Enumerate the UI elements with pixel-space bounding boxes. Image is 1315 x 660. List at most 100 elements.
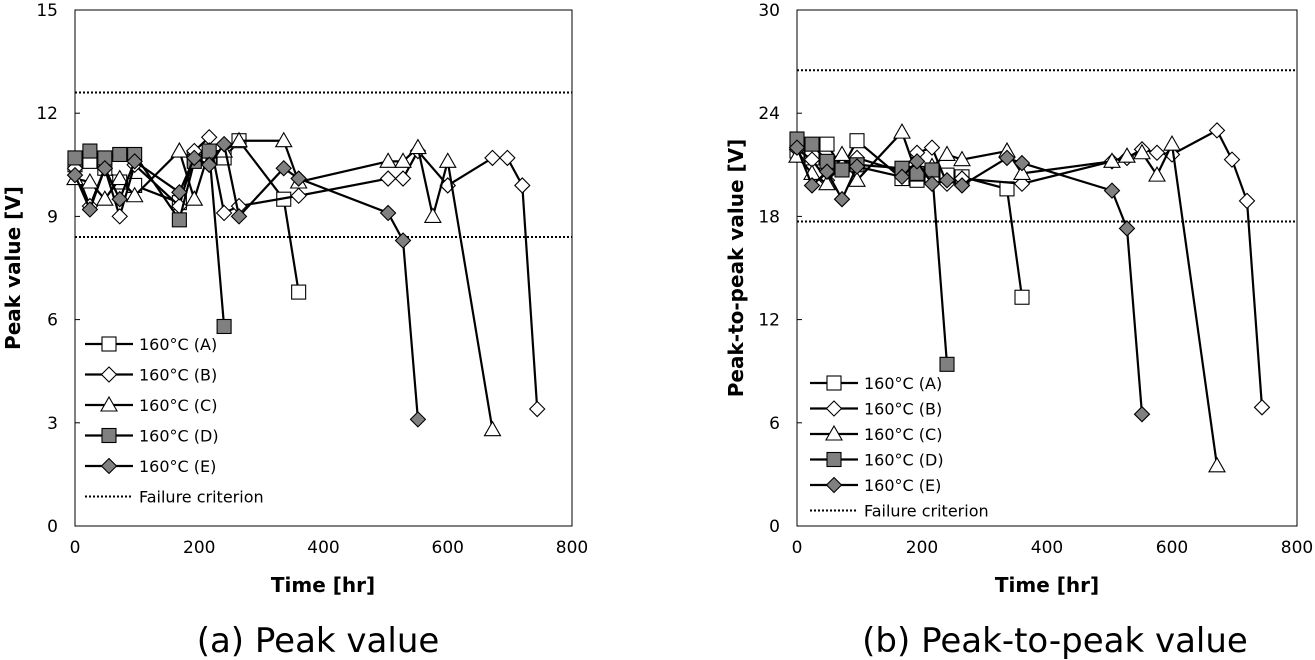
data-point-marker [82, 143, 98, 159]
y-tick-label: 12 [36, 104, 58, 124]
data-point-marker [998, 149, 1016, 167]
legend-marker [825, 400, 843, 417]
y-tick-label: 9 [47, 207, 58, 227]
data-point-marker [1013, 154, 1031, 172]
x-tick-label: 400 [1031, 538, 1063, 558]
data-point-marker [819, 136, 835, 152]
data-point-marker [1013, 175, 1031, 192]
data-point-marker [290, 170, 307, 187]
data-point-marker [849, 133, 865, 149]
data-point-marker [67, 150, 83, 166]
x-tick-label: 200 [906, 538, 938, 558]
legend-label: 160°C (E) [139, 457, 216, 476]
x-tick-label: 800 [556, 538, 588, 558]
data-point-marker [499, 149, 516, 167]
data-point-marker [216, 318, 232, 335]
legend-label: 160°C (B) [864, 400, 942, 419]
legend-marker [100, 366, 118, 383]
legend-label: 160°C (C) [864, 425, 942, 444]
x-tick-labels: 0 200 400 600 800 [70, 538, 589, 558]
data-point-marker [893, 168, 911, 186]
legend-item-160-c-d: 160°C (D) [810, 451, 944, 470]
data-point-marker [438, 152, 457, 168]
x-tick-label: 600 [1156, 538, 1188, 558]
data-point-marker [201, 143, 217, 159]
data-point-marker [818, 174, 836, 191]
data-point-marker [848, 171, 866, 187]
y-tick-label: 12 [758, 311, 780, 331]
data-point-marker [1253, 399, 1271, 416]
data-point-marker [186, 149, 203, 167]
legend-marker [101, 336, 117, 352]
data-point-marker [1208, 456, 1226, 473]
legend: 160°C (A) 160°C (B) 160°C (C) 160°C (D) 160°… [810, 374, 989, 521]
data-point-marker [274, 131, 293, 148]
x-tick-label: 0 [70, 538, 81, 558]
data-point-marker [484, 149, 501, 167]
data-point-marker [96, 159, 114, 177]
data-point-marker [953, 150, 971, 167]
data-point-marker [953, 177, 971, 194]
legend-label: 160°C (E) [864, 476, 941, 495]
legend-label: 160°C (D) [864, 451, 944, 470]
data-point-marker [1133, 405, 1151, 423]
x-tick-label: 0 [792, 538, 803, 558]
legend-label: 160°C (B) [139, 366, 217, 385]
y-axis-title: Peak value [V] [1, 186, 25, 350]
y-axis-title: Peak-to-peak value [V] [724, 139, 748, 397]
legend-item-160-c-e: 160°C (E) [810, 476, 941, 495]
data-point-marker [803, 177, 821, 194]
data-point-marker [171, 212, 187, 228]
data-point-marker [423, 207, 442, 223]
legend-item-160-c-a: 160°C (A) [85, 335, 217, 354]
data-point-marker [291, 284, 307, 300]
y-tick-label: 18 [758, 207, 780, 227]
data-point-marker [394, 232, 412, 249]
panel-caption: (a) Peak value [197, 621, 440, 660]
data-point-marker [112, 146, 128, 163]
data-point-marker [939, 356, 955, 372]
data-point-marker [834, 162, 850, 178]
x-tick-label: 400 [307, 538, 339, 558]
legend-item-160-c-c: 160°C (C) [810, 424, 942, 444]
plot-area-frame [74, 9, 573, 527]
series-layer [66, 129, 546, 437]
data-point-marker [923, 139, 941, 156]
x-tick-label: 800 [1281, 538, 1313, 558]
data-point-marker [848, 158, 866, 175]
data-point-marker [125, 186, 144, 203]
legend-label: Failure criterion [139, 488, 264, 507]
legend-item-160-c-b: 160°C (B) [85, 366, 217, 385]
chart-panel-peak-to-peak: 0 200 400 600 800 0 6 12 18 24 30 Time [hr] Peak-… [724, 1, 1313, 660]
legend-marker [826, 451, 842, 468]
data-point-marker [80, 172, 99, 189]
data-point-marker [111, 190, 129, 208]
data-point-marker [514, 177, 531, 194]
legend: 160°C (A) 160°C (B) 160°C (C) 160°C (D) 160°… [85, 335, 264, 507]
legend-item-failure-criterion: Failure criterion [810, 502, 989, 521]
data-point-marker [923, 175, 941, 192]
data-point-marker [818, 163, 836, 180]
data-point-marker [1014, 289, 1030, 305]
legend-marker [101, 427, 117, 444]
data-point-marker [788, 139, 806, 156]
data-point-marker [1223, 151, 1241, 168]
data-point-marker [185, 190, 204, 206]
data-point-marker [1208, 122, 1226, 139]
legend-item-160-c-b: 160°C (B) [810, 400, 942, 419]
data-point-marker [275, 159, 293, 177]
series-160-c-e [66, 135, 427, 428]
data-point-marker [215, 204, 233, 222]
x-tick-labels: 0 200 400 600 800 [792, 538, 1314, 558]
legend-marker [825, 476, 843, 494]
data-point-marker [394, 152, 412, 168]
data-point-marker [409, 411, 427, 428]
y-tick-labels: 0 6 12 18 24 30 [758, 1, 802, 537]
data-point-marker [215, 135, 233, 153]
data-point-marker [290, 187, 307, 205]
data-point-marker [1163, 135, 1181, 151]
legend-label: 160°C (A) [139, 335, 217, 354]
data-point-marker [999, 181, 1015, 197]
data-point-marker [908, 153, 926, 170]
